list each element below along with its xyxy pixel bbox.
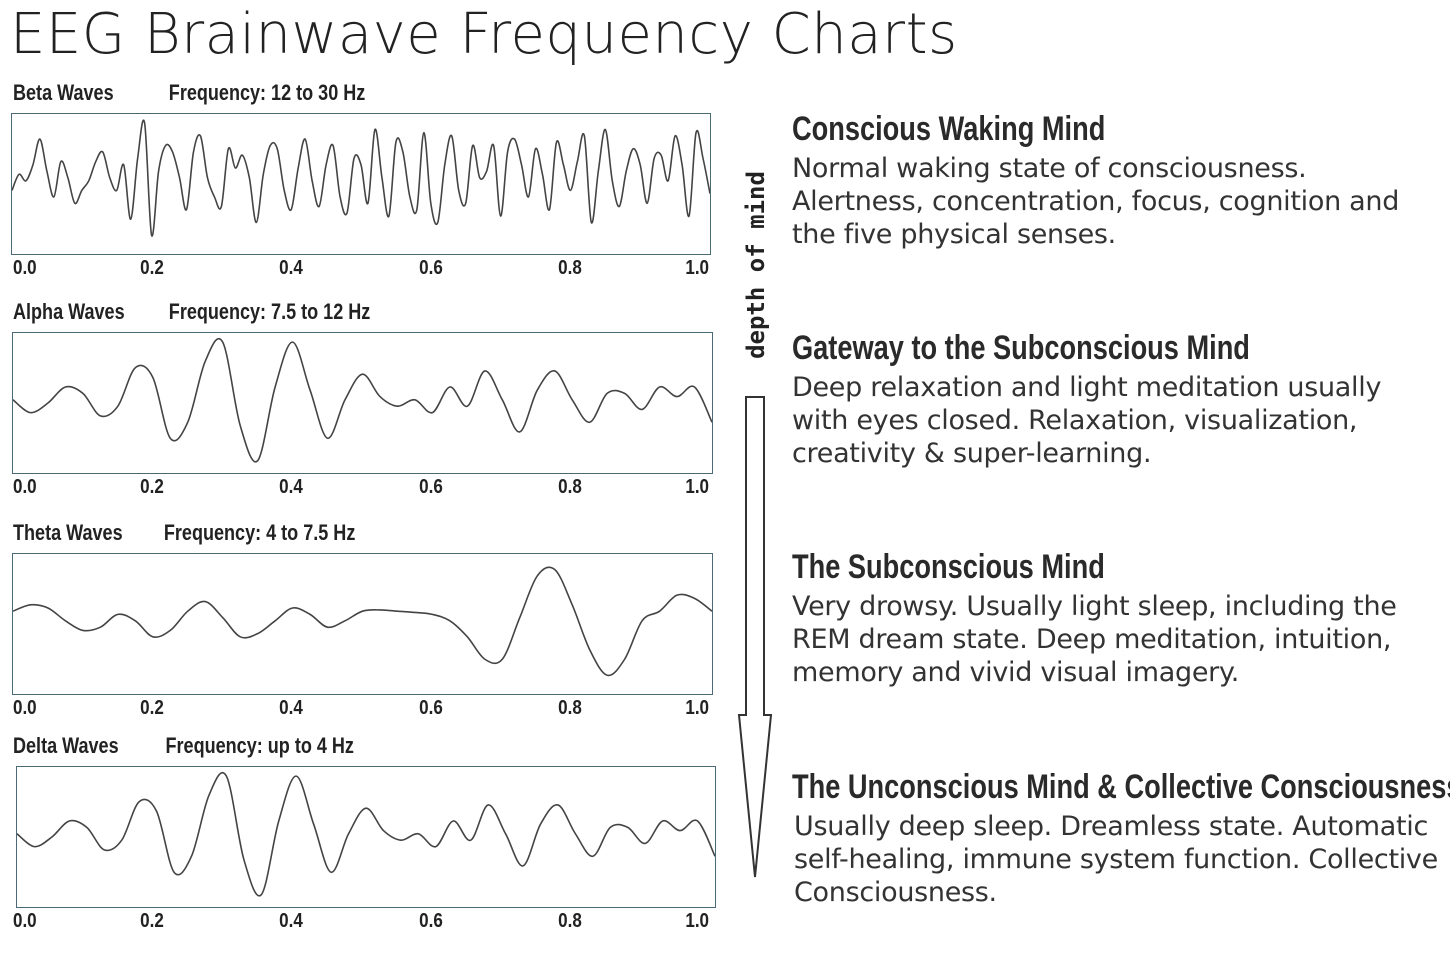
x-tick-label: 1.0 (685, 257, 709, 279)
x-tick-label: 0.0 (13, 697, 37, 719)
x-tick-label: 0.8 (557, 476, 582, 498)
page-title: EEG Brainwave Frequency Charts (10, 2, 958, 67)
alpha-plot-area (12, 332, 713, 474)
alpha-panel-header: Alpha Waves Frequency: 7.5 to 12 Hz (13, 299, 370, 329)
depth-arrow-icon (737, 396, 773, 878)
unconscious-body: Usually deep sleep. Dreamless state. Aut… (794, 811, 1438, 908)
conscious-body: Normal waking state of consciousness. Al… (792, 153, 1400, 250)
x-tick-label: 0.6 (418, 257, 443, 279)
x-tick-label: 1.0 (685, 476, 709, 498)
x-tick-label: 1.0 (685, 910, 709, 932)
x-tick-label: 0.4 (279, 697, 304, 719)
beta-frequency-label: Frequency: 12 to 30 Hz (168, 80, 366, 105)
depth-of-mind-label: depth of mind (742, 171, 770, 359)
x-tick-label: 0.4 (279, 910, 304, 932)
x-tick-label: 0.2 (140, 697, 165, 719)
delta-plot-area (16, 766, 716, 908)
delta-frequency-label: Frequency: up to 4 Hz (165, 733, 354, 758)
x-tick-label: 0.6 (418, 697, 443, 719)
theta-wave-panel: Theta Waves Frequency: 4 to 7.5 Hz 0.0 0.… (0, 520, 730, 740)
wave-line (17, 773, 715, 896)
wave-line (13, 567, 712, 675)
x-tick-label: 0.2 (140, 910, 165, 932)
beta-x-axis-ticks: 0.0 0.2 0.4 0.6 0.8 1.0 (13, 257, 709, 283)
x-tick-label: 0.4 (279, 476, 304, 498)
unconscious-title: The Unconscious Mind & Collective Consci… (792, 768, 1450, 806)
x-tick-label: 0.4 (279, 257, 304, 279)
delta-panel-header: Delta Waves Frequency: up to 4 Hz (13, 733, 354, 763)
beta-wave-panel: Beta Waves Frequency: 12 to 30 Hz 0.0 0.2… (0, 80, 730, 300)
x-tick-label: 0.2 (140, 257, 165, 279)
beta-plot-area (11, 113, 711, 255)
x-tick-label: 0.8 (557, 910, 582, 932)
gateway-description: Gateway to the Subconscious Mind Deep re… (792, 327, 1442, 470)
delta-wave-name: Delta Waves (13, 733, 119, 758)
alpha-wave-panel: Alpha Waves Frequency: 7.5 to 12 Hz 0.0 0… (0, 299, 730, 519)
beta-wave-name: Beta Waves (13, 80, 114, 105)
gateway-body: Deep relaxation and light meditation usu… (792, 372, 1382, 469)
theta-plot-area (12, 553, 713, 695)
x-tick-label: 0.6 (418, 476, 443, 498)
x-tick-label: 0.6 (418, 910, 443, 932)
subconscious-description: The Subconscious Mind Very drowsy. Usual… (792, 546, 1442, 689)
theta-x-axis-ticks: 0.0 0.2 0.4 0.6 0.8 1.0 (13, 697, 709, 723)
x-tick-label: 0.2 (140, 476, 165, 498)
conscious-title: Conscious Waking Mind (792, 110, 1106, 148)
beta-wave-chart (12, 114, 710, 254)
delta-x-axis-ticks: 0.0 0.2 0.4 0.6 0.8 1.0 (13, 910, 709, 936)
wave-line (12, 120, 710, 236)
delta-wave-panel: Delta Waves Frequency: up to 4 Hz 0.0 0.2… (0, 733, 730, 953)
alpha-x-axis-ticks: 0.0 0.2 0.4 0.6 0.8 1.0 (13, 476, 709, 502)
theta-panel-header: Theta Waves Frequency: 4 to 7.5 Hz (13, 520, 355, 550)
wave-line (13, 339, 712, 462)
theta-wave-chart (13, 554, 712, 694)
unconscious-description: The Unconscious Mind & Collective Consci… (792, 766, 1450, 909)
x-tick-label: 1.0 (685, 697, 709, 719)
gateway-title: Gateway to the Subconscious Mind (792, 329, 1250, 367)
alpha-wave-chart (13, 333, 712, 473)
theta-wave-name: Theta Waves (13, 520, 123, 545)
x-tick-label: 0.0 (13, 257, 37, 279)
beta-panel-header: Beta Waves Frequency: 12 to 30 Hz (13, 80, 365, 110)
x-tick-label: 0.0 (13, 476, 37, 498)
conscious-description: Conscious Waking Mind Normal waking stat… (792, 108, 1442, 251)
subconscious-body: Very drowsy. Usually light sleep, includ… (792, 591, 1397, 688)
subconscious-title: The Subconscious Mind (792, 548, 1105, 586)
theta-frequency-label: Frequency: 4 to 7.5 Hz (163, 520, 356, 545)
delta-wave-chart (17, 767, 715, 907)
x-tick-label: 0.8 (557, 697, 582, 719)
x-tick-label: 0.0 (13, 910, 37, 932)
x-tick-label: 0.8 (557, 257, 582, 279)
alpha-wave-name: Alpha Waves (13, 299, 125, 324)
alpha-frequency-label: Frequency: 7.5 to 12 Hz (168, 299, 371, 324)
